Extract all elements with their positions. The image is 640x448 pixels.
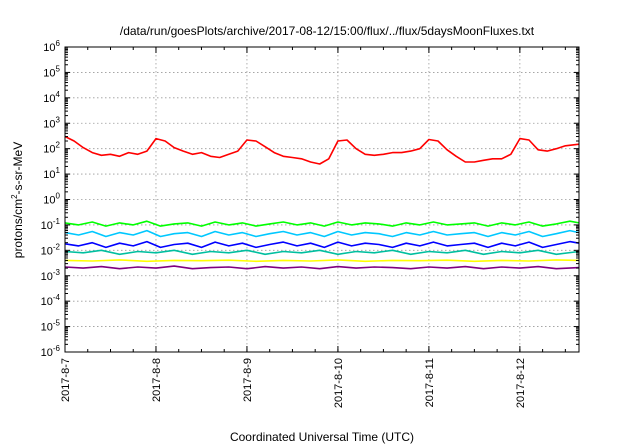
y-tick-label-exp: -6 [53, 344, 61, 353]
y-tick-label: 103 [43, 115, 60, 130]
y-tick-label-base: 10 [43, 169, 55, 181]
series-line-5 [64, 259, 580, 263]
y-tick-label-exp: 2 [56, 141, 61, 150]
y-tick-label-exp: 3 [56, 115, 61, 124]
y-tick-label-exp: 4 [56, 90, 61, 99]
y-tick-label: 10-5 [41, 319, 61, 334]
tick-layer [64, 46, 579, 353]
x-tick-label: 2017-8-10 [333, 358, 345, 408]
y-tick-label: 105 [43, 64, 60, 79]
y-tick-label-base: 10 [41, 245, 53, 257]
y-tick-label-exp: -5 [53, 319, 61, 328]
y-tick-label-base: 10 [43, 195, 55, 207]
y-tick-label-base: 10 [41, 322, 53, 334]
chart-title: /data/run/goesPlots/archive/2017-08-12/1… [120, 24, 535, 38]
grid-layer [65, 47, 579, 352]
y-tick-label: 102 [43, 141, 60, 156]
series-line-6 [64, 265, 580, 270]
series-line-2 [64, 229, 580, 238]
y-tick-label-base: 10 [43, 42, 55, 54]
y-tick-labels: 10-610-510-410-310-210-11001011021031041… [41, 39, 61, 359]
x-tick-label: 2017-8-8 [151, 358, 163, 402]
y-tick-label-base: 10 [41, 220, 53, 232]
y-tick-label-exp: 0 [56, 192, 61, 201]
y-tick-label: 100 [43, 192, 60, 207]
y-tick-label-exp: -1 [53, 217, 61, 226]
series-line-4 [64, 249, 580, 256]
x-tick-label: 2017-8-7 [60, 358, 72, 402]
y-tick-label-base: 10 [41, 271, 53, 283]
x-tick-labels: 2017-8-7 2017-8-8 2017-8-9 2017-8-10 2017-8-… [60, 358, 527, 408]
series-line-0 [64, 135, 580, 165]
y-tick-label-base: 10 [43, 118, 55, 130]
y-tick-label-base: 10 [41, 347, 53, 359]
y-tick-label-base: 10 [43, 144, 55, 156]
x-axis-label: Coordinated Universal Time (UTC) [230, 430, 414, 444]
y-tick-label: 101 [43, 166, 60, 181]
y-tick-label-exp: -2 [53, 242, 61, 251]
y-tick-label: 10-3 [41, 268, 61, 283]
y-tick-label: 10-1 [41, 217, 61, 232]
y-tick-label-exp: 1 [56, 166, 61, 175]
y-axis-label-base: protons/cm [11, 199, 25, 258]
x-tick-label: 2017-8-12 [515, 358, 527, 408]
y-tick-label: 106 [43, 39, 60, 54]
series-line-3 [64, 240, 580, 249]
y-tick-label-base: 10 [41, 296, 53, 308]
y-axis-label-rest: -s-sr-MeV [11, 142, 25, 195]
x-tick-label: 2017-8-11 [424, 358, 436, 407]
y-tick-label-base: 10 [43, 93, 55, 105]
y-tick-label: 10-4 [41, 293, 61, 308]
series-layer [64, 135, 580, 270]
series-line-1 [64, 220, 580, 227]
x-tick-label: 2017-8-9 [242, 358, 254, 402]
y-axis-label: protons/cm2-s-sr-MeV [10, 142, 25, 258]
y-tick-label-exp: 5 [56, 64, 61, 73]
y-tick-label: 10-2 [41, 242, 61, 257]
y-tick-label-exp: -4 [53, 293, 61, 302]
y-tick-label-exp: 6 [56, 39, 61, 48]
y-tick-label: 10-6 [41, 344, 61, 359]
y-tick-label-exp: -3 [53, 268, 61, 277]
y-tick-label: 104 [43, 90, 60, 105]
y-tick-label-base: 10 [43, 67, 55, 79]
y-axis-label-sup: 2 [10, 194, 19, 199]
